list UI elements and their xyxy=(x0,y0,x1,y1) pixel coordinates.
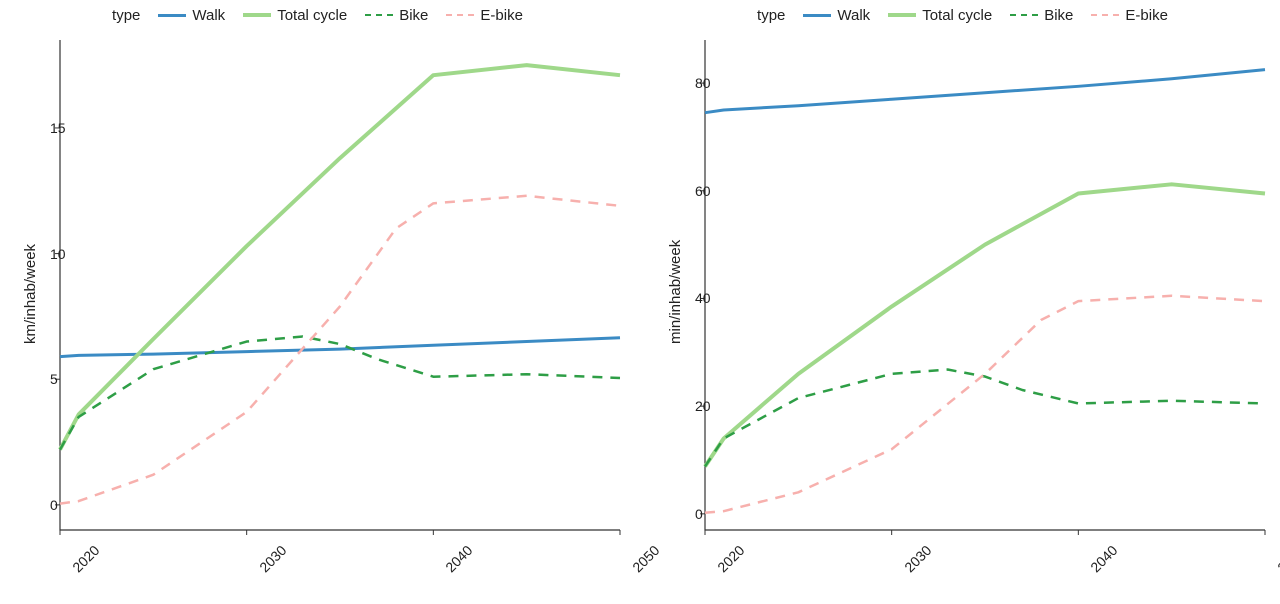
legend-swatch xyxy=(1010,14,1038,16)
axis-lines xyxy=(60,40,620,530)
plot-area: 020406080min/inhab/week2020203020402050 xyxy=(705,40,1265,530)
legend-swatch xyxy=(158,14,186,17)
x-tick-label: 2020 xyxy=(69,542,102,575)
y-axis-label: km/inhab/week xyxy=(22,244,39,344)
legend-item: Bike xyxy=(365,7,428,24)
x-tick-label: 2030 xyxy=(256,542,289,575)
legend-label: Bike xyxy=(399,7,428,24)
series-line-total xyxy=(60,65,620,449)
chart-panel-1: type Walk Total cycle Bike E-bike 020406080mi… xyxy=(645,0,1280,604)
legend-swatch xyxy=(1091,14,1119,16)
series-line-walk xyxy=(705,70,1265,113)
legend-label: Walk xyxy=(192,7,225,24)
legend-label: E-bike xyxy=(1125,7,1168,24)
plot-svg xyxy=(705,40,1265,530)
legend-swatch xyxy=(243,13,271,17)
legend-swatch xyxy=(446,14,474,16)
legend-swatch xyxy=(803,14,831,17)
legend-title: type xyxy=(757,7,785,24)
axis-lines xyxy=(705,40,1265,530)
legend-item: Walk xyxy=(158,7,225,24)
x-tick-label: 2030 xyxy=(901,542,934,575)
legend-swatch xyxy=(365,14,393,16)
legend-label: Total cycle xyxy=(922,7,992,24)
plot-svg xyxy=(60,40,620,530)
legend-item: Total cycle xyxy=(888,7,992,24)
legend-item: Bike xyxy=(1010,7,1073,24)
x-tick-label: 2040 xyxy=(442,542,475,575)
figure: { "figure": { "width": 1280, "height": 6… xyxy=(0,0,1280,604)
legend-item: Walk xyxy=(803,7,870,24)
legend-label: Walk xyxy=(837,7,870,24)
chart-panel-0: type Walk Total cycle Bike E-bike 051015km/in… xyxy=(0,0,635,604)
legend-label: Total cycle xyxy=(277,7,347,24)
x-tick-label: 2050 xyxy=(1274,542,1280,575)
legend-swatch xyxy=(888,13,916,17)
legend-item: E-bike xyxy=(446,7,523,24)
legend: type Walk Total cycle Bike E-bike xyxy=(645,0,1280,30)
legend-item: E-bike xyxy=(1091,7,1168,24)
series-line-ebike xyxy=(705,296,1265,513)
legend: type Walk Total cycle Bike E-bike xyxy=(0,0,635,30)
legend-label: Bike xyxy=(1044,7,1073,24)
legend-label: E-bike xyxy=(480,7,523,24)
x-tick-label: 2040 xyxy=(1087,542,1120,575)
plot-area: 051015km/inhab/week2020203020402050 xyxy=(60,40,620,530)
y-axis-label: min/inhab/week xyxy=(667,240,684,344)
legend-title: type xyxy=(112,7,140,24)
series-line-total xyxy=(705,184,1265,466)
legend-item: Total cycle xyxy=(243,7,347,24)
x-tick-label: 2020 xyxy=(714,542,747,575)
